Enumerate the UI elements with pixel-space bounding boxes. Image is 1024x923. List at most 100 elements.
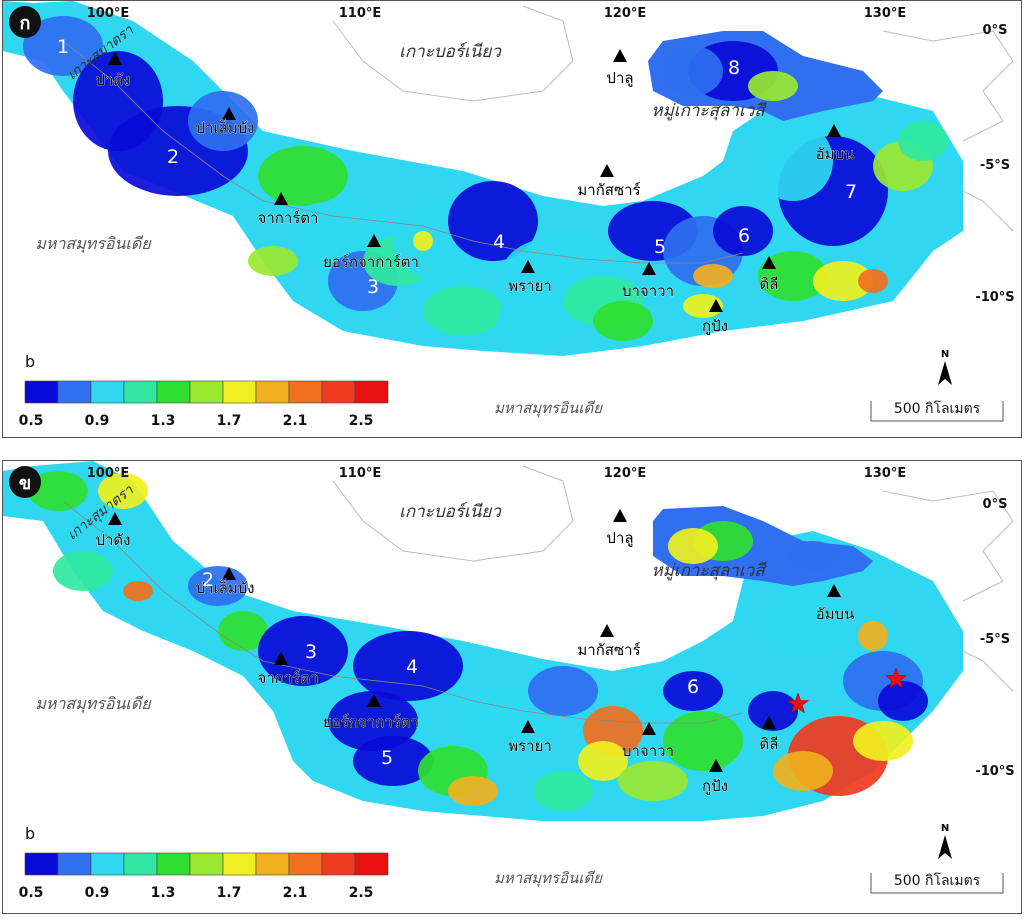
b-value-blob [663, 711, 743, 771]
station-marker [762, 716, 776, 729]
zone-number: 7 [845, 181, 857, 203]
b-value-blob [858, 269, 888, 293]
b-value-blob [98, 473, 148, 509]
station-label: มากัสซาร์ [577, 641, 640, 659]
borneo-outline [332, 5, 574, 102]
legend-tick: 2.5 [349, 885, 374, 901]
zone-number: 4 [493, 231, 505, 253]
region-label: มหาสมุทรอินเดีย [35, 234, 152, 254]
station-marker [222, 567, 236, 580]
longitude-label: 110°E [339, 466, 382, 481]
station-marker [367, 694, 381, 707]
station-marker [613, 49, 627, 62]
station-marker [709, 299, 723, 312]
station-label: ปาเล็มบัง [196, 578, 255, 597]
region-label: มหาสมุทรอินเดีย [494, 869, 603, 887]
legend-swatch [321, 380, 356, 404]
region-label: มหาสมุทรอินเดีย [35, 694, 152, 714]
b-value-blob [748, 71, 798, 101]
legend-swatch [222, 380, 257, 404]
zone-number: 2 [202, 569, 214, 591]
zone-number: 8 [728, 57, 740, 79]
b-value-blob [123, 581, 153, 601]
station-marker [521, 720, 535, 733]
borneo-outline [332, 465, 574, 562]
station-marker [600, 164, 614, 177]
b-value-blob [763, 586, 843, 656]
station-marker [642, 722, 656, 735]
scale-bar-label: 500 กิโลเมตร [894, 400, 981, 417]
legend-tick: 1.3 [151, 885, 176, 901]
b-value-blobs [23, 16, 948, 346]
legend-swatch [156, 852, 191, 876]
station-label: บาจาวา [622, 742, 674, 760]
legend-swatch [57, 380, 92, 404]
latitude-label: -5°S [980, 158, 1010, 173]
b-value-blob [248, 246, 298, 276]
sumatra-coastline [62, 500, 264, 662]
legend-swatch [90, 852, 125, 876]
panel-letter-badge [9, 6, 41, 38]
legend-swatch [123, 380, 158, 404]
station-label: ดิลี [760, 735, 779, 753]
station-label: บาจาวา [622, 282, 674, 300]
panel-letter: ข [19, 473, 31, 494]
legend-tick: 0.9 [85, 413, 110, 429]
b-value-blob [258, 616, 348, 686]
star-marker [884, 667, 908, 689]
north-label: N [941, 349, 949, 360]
b-value-blob [898, 121, 948, 161]
zone-number: 5 [381, 747, 393, 769]
station-label: อัมบน [816, 605, 855, 623]
longitude-label: 130°E [864, 466, 907, 481]
legend-swatch [288, 852, 323, 876]
zone-number: 2 [167, 146, 179, 168]
b-value-blob [878, 681, 928, 721]
b-value-blob [748, 691, 798, 731]
station-label: มากัสซาร์ [577, 181, 640, 199]
region-label: เกาะบอร์เนียว [399, 502, 502, 522]
station-label: อัมบน [816, 145, 855, 163]
b-value-blob [28, 471, 88, 511]
region-label: เกาะบอร์เนียว [399, 42, 502, 62]
station-label: จาการ์ตา [258, 669, 319, 687]
b-value-blob [773, 751, 833, 791]
legend-swatch [189, 852, 224, 876]
legend-swatch [255, 852, 290, 876]
longitude-label: 120°E [604, 6, 647, 21]
station-marker [222, 107, 236, 120]
b-value-blob [353, 631, 463, 701]
latitude-label: -10°S [975, 764, 1014, 779]
station-label: จาการ์ตา [258, 209, 319, 227]
b-value-blob [853, 721, 913, 761]
station-marker [709, 759, 723, 772]
scale-bar [870, 873, 1004, 894]
b-value-blob [123, 541, 183, 581]
legend-swatch [123, 852, 158, 876]
station-label: ดิลี [760, 275, 779, 293]
north-arrow-icon [938, 835, 952, 859]
b-value-blob [693, 264, 733, 288]
b-value-blob [498, 296, 568, 346]
north-label: N [941, 823, 949, 834]
b-value-blob [353, 736, 433, 786]
station-label: ยอร์กจาการ์ตา [323, 713, 419, 731]
b-value-blob [23, 16, 103, 76]
station-marker [600, 624, 614, 637]
map-svg-a: ก 100°E 110°E 120°E 130°E0°S-5°S-10°Sเกาะสุม… [3, 1, 1015, 429]
station-label: กูปัง [702, 317, 728, 335]
b-value-blob [663, 671, 723, 711]
zone-number: 3 [305, 641, 317, 663]
b-value-blob [593, 301, 653, 341]
java-coastline [262, 660, 744, 724]
station-marker [613, 509, 627, 522]
b-value-blob [328, 691, 418, 751]
b-value-blob [448, 776, 498, 806]
station-label: ปาลู [606, 529, 633, 547]
zone-number: 6 [738, 225, 750, 247]
station-marker [521, 260, 535, 273]
legend-tick: 1.3 [151, 413, 176, 429]
latitude-label: -10°S [975, 290, 1014, 305]
b-value-blob [753, 121, 833, 201]
station-marker [827, 124, 841, 137]
